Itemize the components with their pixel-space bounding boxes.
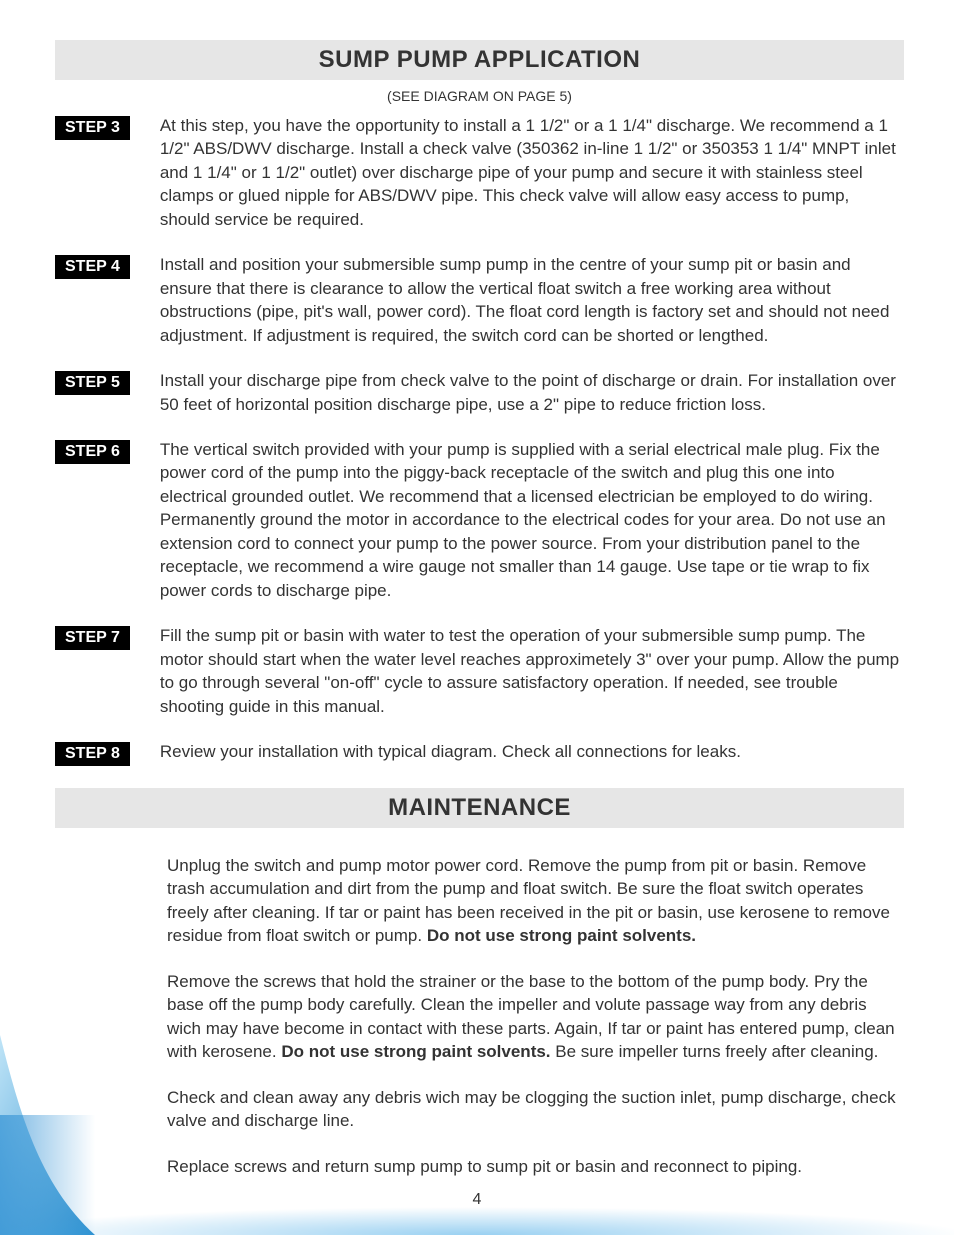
step-text: Install your discharge pipe from check v…: [130, 369, 904, 416]
step-text: Review your installation with typical di…: [130, 740, 904, 763]
maintenance-paragraph: Replace screws and return sump pump to s…: [167, 1155, 904, 1178]
para-bold: Do not use strong paint solvents.: [281, 1042, 550, 1061]
step-row: STEP 8 Review your installation with typ…: [55, 740, 904, 766]
maintenance-paragraph: Check and clean away any debris wich may…: [167, 1086, 904, 1133]
para-text: Replace screws and return sump pump to s…: [167, 1157, 802, 1176]
steps-list: STEP 3 At this step, you have the opport…: [55, 114, 904, 766]
page-number: 4: [0, 1191, 954, 1209]
maintenance-paragraph: Remove the screws that hold the strainer…: [167, 970, 904, 1064]
step-text: Install and position your submersible su…: [130, 253, 904, 347]
para-text: Check and clean away any debris wich may…: [167, 1088, 896, 1130]
step-text: At this step, you have the opportunity t…: [130, 114, 904, 231]
section-title-sump: SUMP PUMP APPLICATION: [55, 40, 904, 80]
para-text: Be sure impeller turns freely after clea…: [551, 1042, 879, 1061]
page: SUMP PUMP APPLICATION (SEE DIAGRAM ON PA…: [0, 0, 954, 1235]
section-title-maintenance: MAINTENANCE: [55, 788, 904, 828]
step-badge: STEP 7: [55, 626, 130, 650]
step-text: Fill the sump pit or basin with water to…: [130, 624, 904, 718]
step-row: STEP 6 The vertical switch provided with…: [55, 438, 904, 602]
step-text: The vertical switch provided with your p…: [130, 438, 904, 602]
step-badge: STEP 8: [55, 742, 130, 766]
step-badge: STEP 4: [55, 255, 130, 279]
maintenance-paragraph: Unplug the switch and pump motor power c…: [167, 854, 904, 948]
step-row: STEP 4 Install and position your submers…: [55, 253, 904, 347]
step-row: STEP 3 At this step, you have the opport…: [55, 114, 904, 231]
step-badge: STEP 5: [55, 371, 130, 395]
section-subnote: (SEE DIAGRAM ON PAGE 5): [55, 88, 904, 104]
step-row: STEP 7 Fill the sump pit or basin with w…: [55, 624, 904, 718]
maintenance-body: Unplug the switch and pump motor power c…: [55, 828, 904, 1178]
step-badge: STEP 6: [55, 440, 130, 464]
para-bold: Do not use strong paint solvents.: [427, 926, 696, 945]
step-badge: STEP 3: [55, 116, 130, 140]
step-row: STEP 5 Install your discharge pipe from …: [55, 369, 904, 416]
section-maintenance: MAINTENANCE Unplug the switch and pump m…: [55, 788, 904, 1178]
